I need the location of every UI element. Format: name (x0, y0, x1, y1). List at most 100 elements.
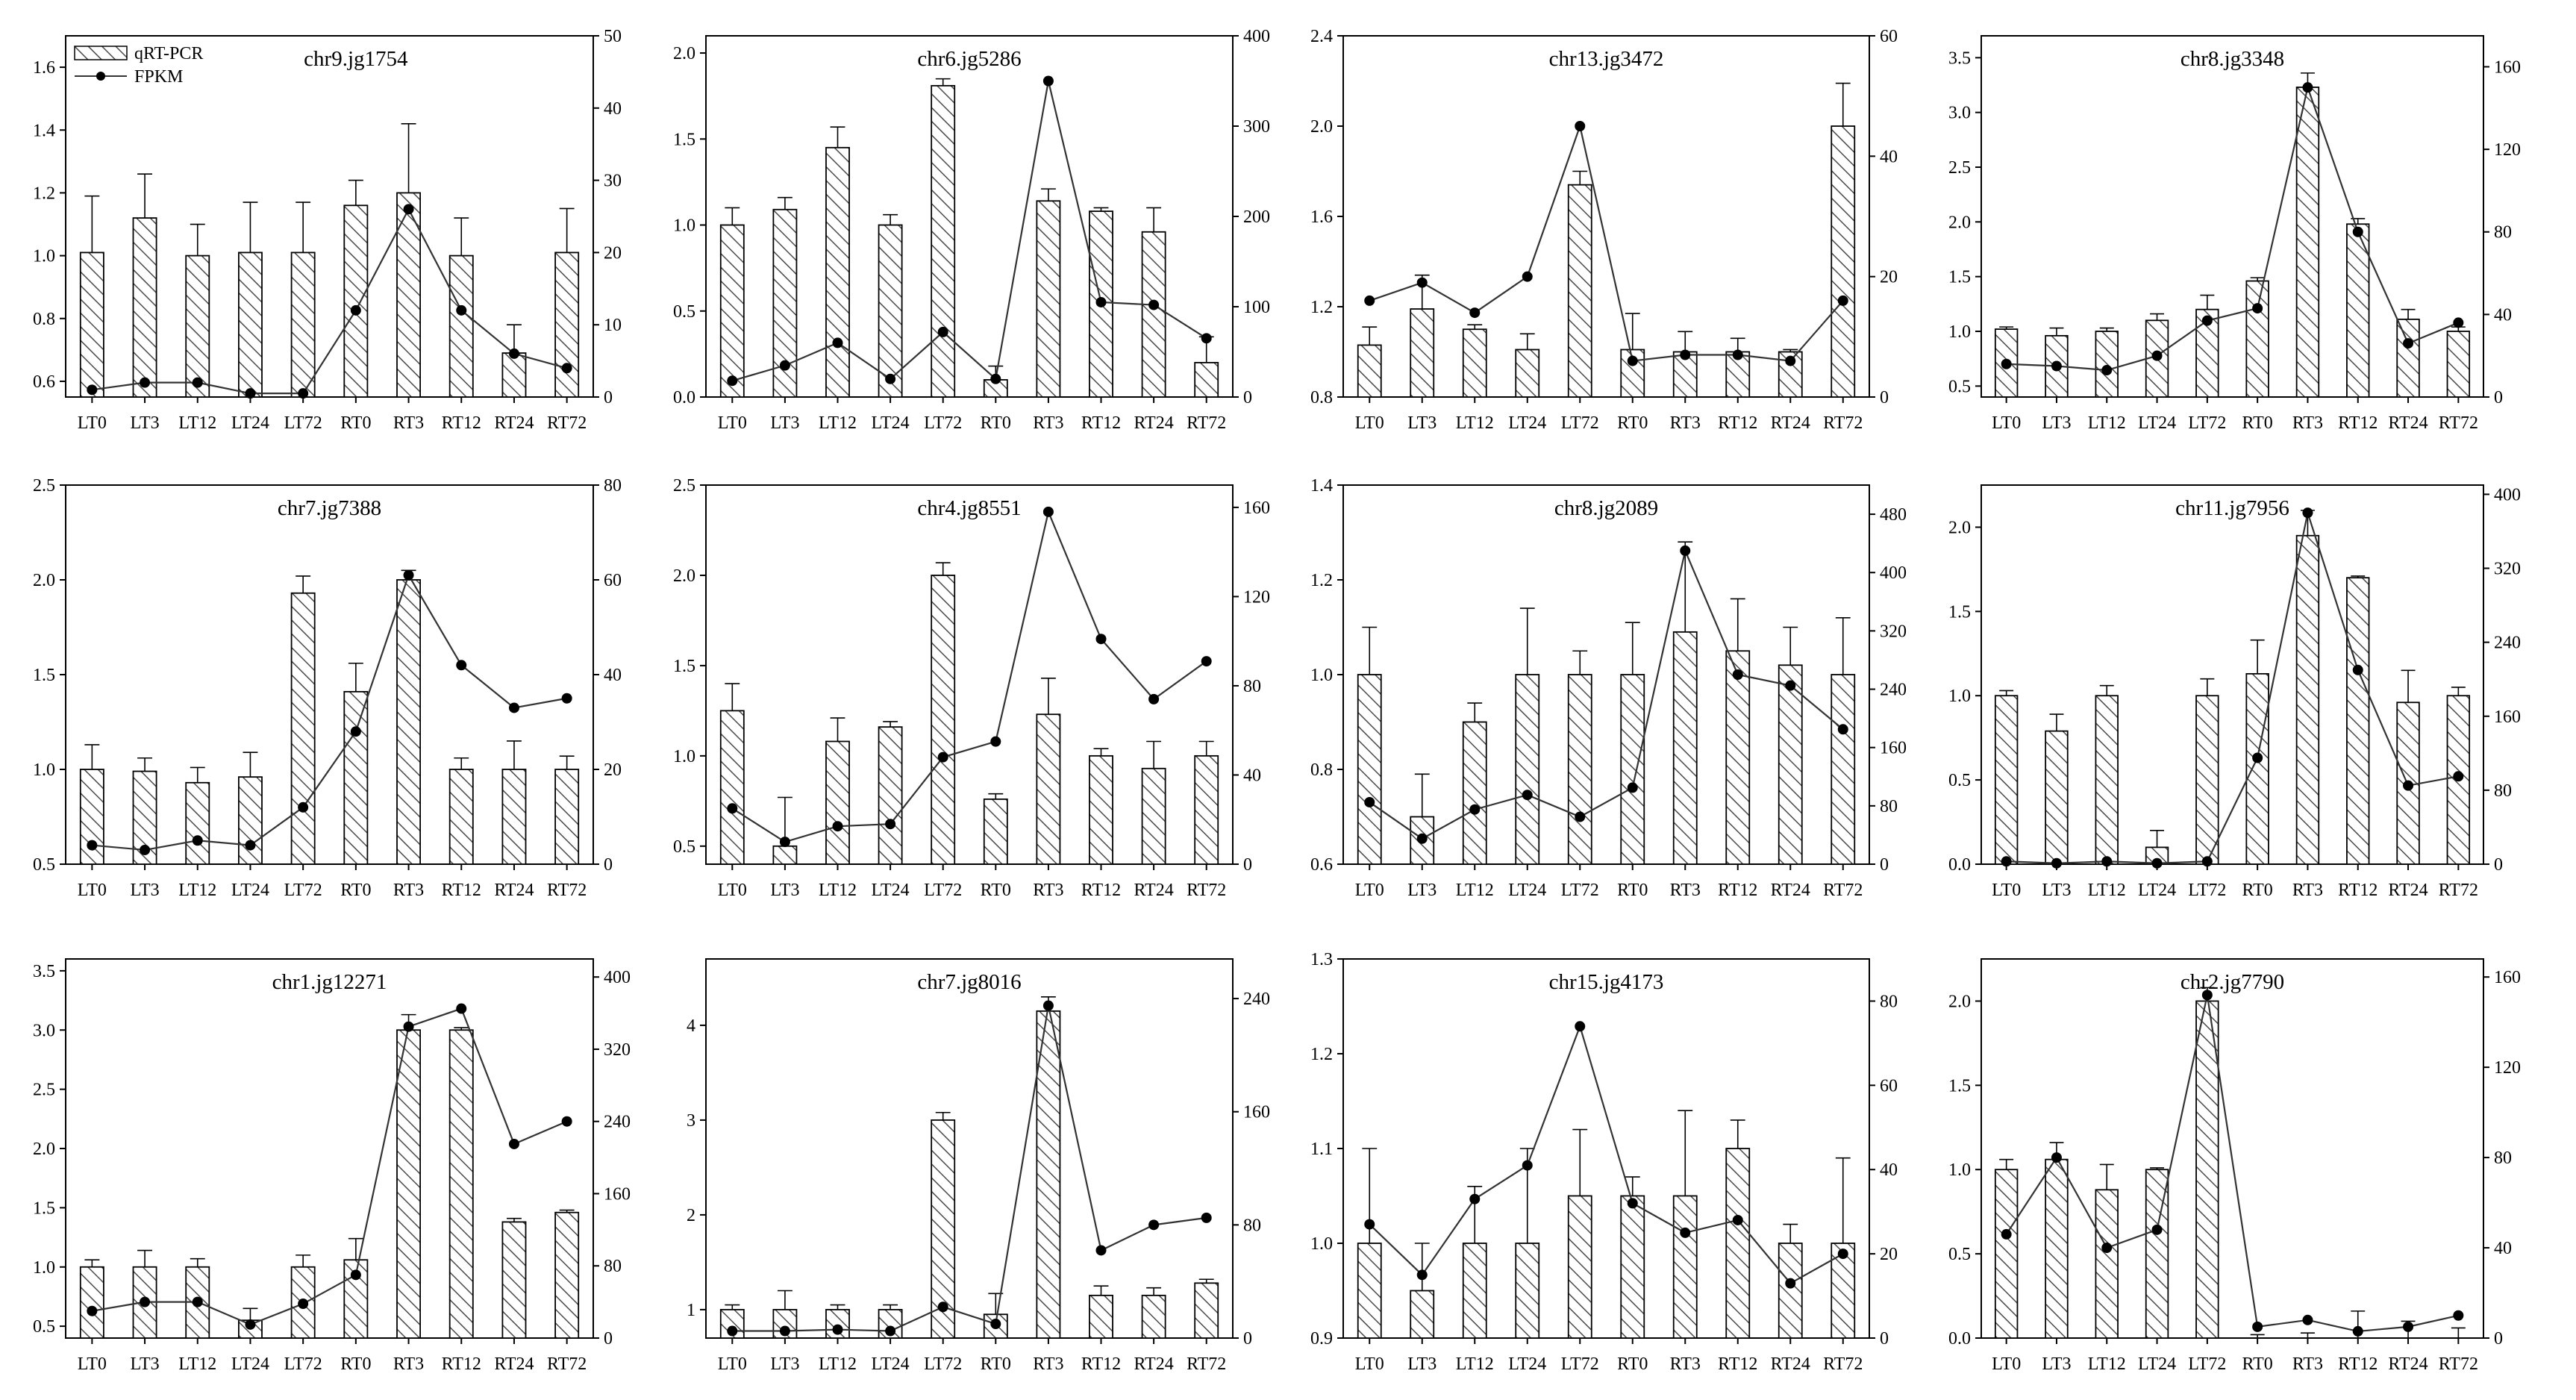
y-left-tick-label: 1.6 (33, 58, 55, 78)
y-right-tick-label: 0 (1880, 855, 1889, 875)
fpkm-point (779, 1325, 790, 1337)
fpkm-point (2453, 771, 2464, 782)
x-tick-label: LT0 (1992, 881, 2021, 900)
x-tick-label: LT0 (1355, 413, 1384, 433)
x-tick-label: RT72 (1823, 881, 1863, 900)
fpkm-point (1522, 790, 1533, 801)
y-right-tick-label: 80 (1880, 992, 1898, 1011)
x-tick-label: LT12 (1456, 413, 1494, 433)
y-left-tick-label: 0.5 (673, 837, 695, 857)
x-tick-label: RT0 (2242, 413, 2273, 433)
fpkm-point (1575, 811, 1586, 822)
fpkm-point (1148, 1219, 1160, 1231)
fpkm-point (2001, 358, 2012, 369)
x-tick-label: LT24 (1508, 881, 1546, 900)
panel-title: chr1.jg12271 (272, 970, 387, 994)
y-right-tick-label: 20 (1880, 1245, 1898, 1264)
fpkm-line (732, 1005, 1207, 1332)
fpkm-point (1095, 1245, 1107, 1256)
bar-RT24 (2396, 318, 2420, 398)
bar-RT72 (1194, 362, 1219, 398)
fpkm-point (937, 326, 948, 337)
y-right-tick-label: 0 (1880, 1329, 1889, 1349)
bar-LT72 (2195, 695, 2219, 865)
y-right-tick-label: 160 (2494, 57, 2521, 77)
plot-frame (705, 958, 1234, 1339)
x-tick-label: LT12 (2088, 881, 2126, 900)
fpkm-point (727, 375, 738, 387)
x-tick-label: LT0 (78, 413, 107, 433)
panel-title: chr6.jg5286 (917, 47, 1021, 71)
x-tick-label: RT12 (2338, 1354, 2378, 1374)
y-left-tick-label: 2.5 (33, 476, 55, 496)
fpkm-point (1627, 782, 1638, 793)
plot-frame (1981, 35, 2484, 398)
x-tick-label: LT3 (770, 1354, 799, 1374)
y-left-tick-label: 1.3 (1310, 950, 1333, 969)
y-left-tick-label: 1.0 (33, 760, 55, 780)
legend-line-label: FPKM (134, 67, 183, 87)
y-right-tick-label: 80 (1880, 797, 1898, 816)
legend-bar-label: qRT-PCR (134, 44, 203, 63)
x-tick-label: RT3 (1033, 413, 1063, 433)
fpkm-point (1042, 1000, 1054, 1011)
x-tick-label: RT24 (494, 881, 534, 900)
fpkm-point (87, 1305, 98, 1316)
chart-panel-11: 0.9 1.0 1.1 1.2 1.3 0 20 40 60 80 LT0 LT3 LT12 LT24 LT… (1310, 950, 1898, 1374)
bar-RT3 (1036, 1010, 1061, 1339)
fpkm-point (245, 840, 256, 851)
fpkm-point (298, 388, 309, 399)
y-right-tick-label: 40 (1880, 147, 1898, 166)
chart-panel-4: 0.5 1.0 1.5 2.0 2.5 3.0 3.5 0 40 80 120 160 LT0 LT3 LT… (1948, 35, 2521, 433)
fpkm-line (1369, 123, 1844, 362)
fpkm-point (245, 388, 256, 399)
x-tick-label: LT24 (1508, 413, 1546, 433)
bar-RT3 (1036, 713, 1061, 865)
fpkm-point (1042, 75, 1054, 87)
fpkm-point (2302, 1314, 2313, 1325)
fpkm-line (92, 573, 567, 851)
x-tick-label: LT3 (2042, 413, 2071, 433)
fpkm-point (2101, 365, 2113, 376)
y-left-tick-label: 1.5 (33, 666, 55, 685)
x-tick-label: LT12 (178, 413, 216, 433)
fpkm-point (192, 835, 203, 846)
y-left-tick-label: 1.5 (33, 1199, 55, 1218)
x-tick-label: RT24 (494, 1354, 534, 1374)
y-left-tick-label: 0.5 (673, 302, 695, 322)
y-left-tick-label: 1.0 (1948, 1160, 1971, 1180)
bar-RT0 (2245, 280, 2269, 398)
x-tick-label: RT24 (1134, 1354, 1173, 1374)
fpkm-point (1364, 796, 1375, 807)
x-tick-label: RT12 (1081, 881, 1121, 900)
x-tick-label: LT3 (130, 1354, 159, 1374)
plot-frame (1981, 484, 2484, 865)
y-left-tick-label: 2.5 (33, 1081, 55, 1100)
fpkm-point (1732, 349, 1743, 360)
x-tick-label: RT12 (1718, 1354, 1757, 1374)
bar-RT3 (2295, 87, 2320, 398)
x-tick-label: LT3 (770, 881, 799, 900)
x-tick-label: LT24 (1508, 1354, 1546, 1374)
legend-bar-swatch (74, 46, 128, 60)
fpkm-point (1785, 680, 1796, 691)
fpkm-point (350, 304, 361, 316)
y-right-tick-label: 0 (604, 388, 613, 407)
bar-LT3 (1410, 1290, 1435, 1339)
y-right-tick-label: 100 (1243, 298, 1270, 317)
fpkm-point (298, 801, 309, 813)
fpkm-point (937, 1301, 948, 1313)
x-tick-label: RT3 (1033, 881, 1063, 900)
fpkm-point (1785, 355, 1796, 366)
x-tick-label: LT72 (924, 881, 962, 900)
x-tick-label: RT12 (442, 1354, 481, 1374)
y-right-tick-label: 0 (1243, 388, 1252, 407)
fpkm-point (2352, 226, 2363, 237)
y-left-tick-label: 2.0 (33, 1140, 55, 1159)
y-right-tick-label: 0 (1880, 388, 1889, 407)
bar-LT12 (2095, 331, 2119, 398)
y-right-tick-label: 320 (604, 1040, 631, 1060)
y-right-tick-label: 50 (604, 27, 622, 46)
fpkm-point (298, 1299, 309, 1310)
x-tick-label: LT24 (872, 413, 910, 433)
